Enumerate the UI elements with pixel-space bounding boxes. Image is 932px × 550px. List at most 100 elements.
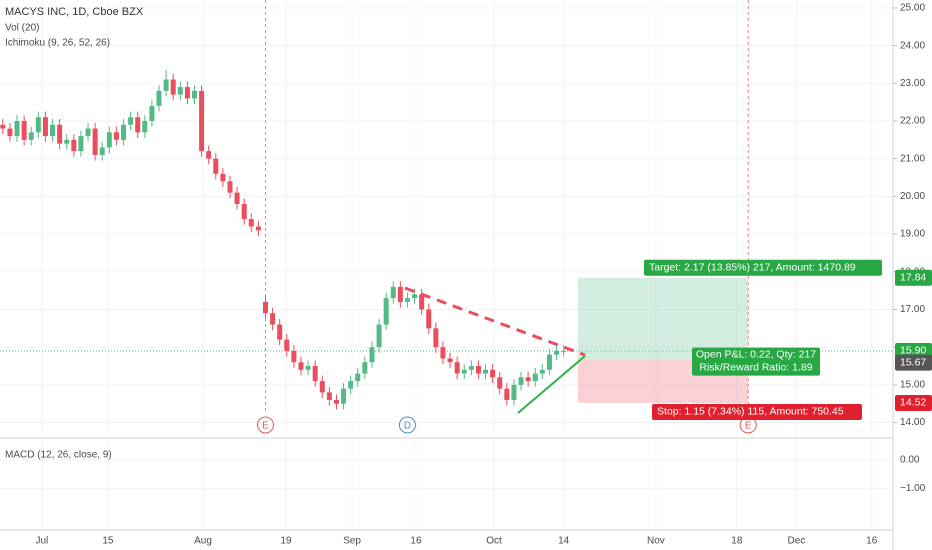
candle-body — [64, 139, 70, 144]
candle-body — [554, 350, 560, 355]
y-tick-label: −1.00 — [900, 483, 926, 494]
candle-body — [504, 388, 510, 400]
label-text: 15.67 — [900, 356, 926, 368]
candle-body — [326, 392, 332, 400]
candle-body — [312, 366, 318, 382]
event-marker — [398, 416, 416, 434]
candle-body — [248, 219, 254, 227]
candle-body — [57, 124, 63, 144]
candle-body — [298, 362, 304, 370]
candle-body — [149, 105, 155, 122]
x-tick-label: 16 — [866, 536, 878, 547]
indicator-label: Vol (20) — [5, 23, 39, 34]
candle-body — [241, 203, 247, 220]
y-tick-label: 17.00 — [900, 304, 925, 315]
candle-body — [454, 362, 460, 374]
candle-body — [277, 324, 283, 340]
label-text: Stop: 1.15 (7.34%) 115, Amount: 750.45 — [657, 406, 844, 418]
x-tick-label: Dec — [788, 536, 806, 547]
candle-body — [255, 226, 261, 231]
x-tick-label: 14 — [558, 536, 570, 547]
candle-body — [362, 362, 368, 374]
x-tick-label: 15 — [102, 536, 114, 547]
chart-title: MACYS INC, 1D, Cboe BZX — [5, 6, 144, 18]
candle-body — [192, 90, 198, 99]
label-text: Risk/Reward Ratio: 1.89 — [699, 361, 812, 373]
event-label: E — [262, 421, 269, 432]
candle-body — [78, 136, 84, 152]
x-tick-label: Oct — [486, 536, 502, 547]
y-tick-label: 0.00 — [900, 454, 920, 465]
candle-body — [376, 324, 382, 348]
candle-body — [121, 124, 127, 140]
candle-body — [0, 124, 6, 129]
candle-body — [177, 87, 183, 95]
candle-body — [426, 309, 432, 329]
candle-body — [7, 128, 13, 137]
candle-body — [511, 384, 517, 400]
candle-body — [142, 121, 148, 133]
candle-body — [461, 369, 467, 374]
y-tick-label: 23.00 — [900, 78, 925, 89]
candle-body — [234, 192, 240, 204]
candle-body — [262, 301, 268, 314]
y-tick-label: 25.00 — [900, 3, 925, 14]
label-text: 17.84 — [900, 272, 926, 284]
candle-body — [319, 381, 325, 393]
x-tick-label: 18 — [731, 536, 743, 547]
label-text: 14.52 — [900, 397, 926, 409]
candle-body — [28, 132, 34, 140]
candle-body — [341, 388, 347, 404]
candle-body — [390, 286, 396, 299]
candle-body — [135, 117, 141, 133]
candle-body — [128, 117, 134, 125]
candle-body — [21, 121, 27, 140]
candle-body — [99, 147, 105, 155]
candle-body — [419, 294, 425, 310]
candle-body — [42, 117, 48, 137]
candle-body — [184, 87, 190, 99]
label-box — [692, 347, 820, 376]
x-tick-label: Aug — [194, 536, 212, 547]
candle-body — [156, 90, 162, 106]
candle-body — [483, 369, 489, 374]
candle-body — [85, 128, 91, 137]
candle-body — [71, 139, 77, 152]
candle-body — [440, 347, 446, 359]
candle-body — [355, 373, 361, 382]
candle-body — [35, 117, 41, 133]
candle-body — [447, 358, 453, 363]
trendline — [517, 355, 586, 414]
candle-body — [525, 377, 531, 382]
candle-body — [213, 158, 219, 174]
label-text: 15.90 — [900, 345, 926, 357]
y-tick-label: 22.00 — [900, 116, 925, 127]
y-tick-label: 21.00 — [900, 153, 925, 164]
indicator-label: Ichimoku (9, 26, 52, 26) — [5, 38, 110, 49]
candle-body — [163, 79, 169, 91]
y-tick-label: 19.00 — [900, 229, 925, 240]
candle-body — [561, 350, 567, 352]
label-box — [895, 269, 932, 286]
candle-body — [497, 377, 503, 389]
label-text: Target: 2.17 (13.85%) 217, Amount: 1470.… — [649, 262, 856, 274]
y-tick-label: 24.00 — [900, 40, 925, 51]
candle-body — [412, 294, 418, 299]
candle-body — [404, 298, 410, 302]
label-box — [644, 259, 882, 276]
candle-body — [348, 381, 354, 389]
candle-body — [270, 313, 276, 325]
x-tick-label: 19 — [281, 536, 293, 547]
candle-body — [369, 347, 375, 363]
macd-title: MACD (12, 26, close, 9) — [5, 450, 112, 461]
candle-body — [333, 399, 339, 404]
candle-body — [113, 132, 119, 140]
candle-body — [50, 124, 56, 137]
event-marker — [256, 416, 274, 434]
trendline — [404, 286, 586, 357]
label-box — [895, 394, 932, 411]
y-tick-label: 20.00 — [900, 191, 925, 202]
y-tick-label: 15.00 — [900, 380, 925, 391]
candle-body — [227, 181, 233, 193]
